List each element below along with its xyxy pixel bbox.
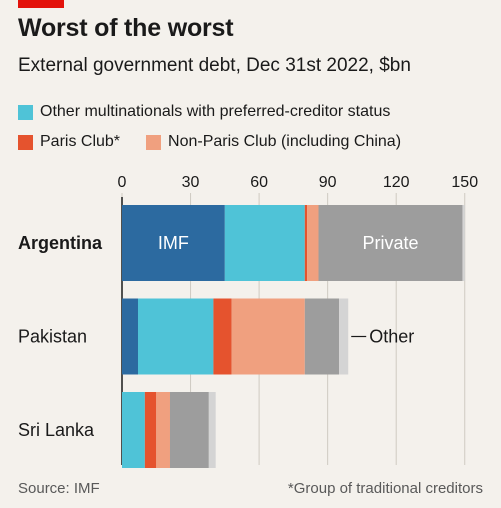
category-label-argentina: Argentina bbox=[18, 233, 103, 253]
bar-multinationals-sri-lanka bbox=[122, 392, 145, 468]
bar-private-pakistan bbox=[304, 298, 340, 375]
bar-other-argentina bbox=[462, 205, 465, 281]
legend-label-multinationals: Other multinationals with preferred-cred… bbox=[40, 103, 391, 120]
bar-imf-argentina bbox=[122, 205, 225, 281]
legend-row-2: Paris Club* Non-Paris Club (including Ch… bbox=[18, 133, 427, 151]
tick-label-60: 60 bbox=[250, 174, 268, 191]
bar-non_paris_club-pakistan bbox=[231, 298, 305, 375]
bar-paris_club-pakistan bbox=[213, 298, 232, 375]
bar-paris_club-argentina bbox=[304, 205, 308, 281]
imf-annotation: IMF bbox=[158, 233, 189, 253]
legend-item-paris-club: Paris Club* bbox=[18, 133, 120, 151]
bar-paris_club-sri-lanka bbox=[144, 392, 157, 468]
bar-non_paris_club-argentina bbox=[307, 205, 319, 281]
private-annotation: Private bbox=[362, 233, 418, 253]
bar-imf-pakistan bbox=[122, 298, 138, 375]
source-note: Source: IMF bbox=[18, 480, 100, 497]
legend-swatch-non-paris-club bbox=[146, 134, 162, 150]
category-label-pakistan: Pakistan bbox=[18, 327, 87, 347]
bar-non_paris_club-sri-lanka bbox=[156, 392, 170, 468]
tick-label-30: 30 bbox=[182, 174, 200, 191]
bar-private-argentina bbox=[318, 205, 463, 281]
legend-label-paris-club: Paris Club* bbox=[40, 133, 121, 150]
footnote: *Group of traditional creditors bbox=[287, 480, 483, 497]
bar-other-sri-lanka bbox=[208, 392, 216, 468]
bar-other-pakistan bbox=[339, 298, 349, 375]
bar-private-sri-lanka bbox=[169, 392, 209, 468]
legend-row-1: Other multinationals with preferred-cred… bbox=[18, 103, 416, 121]
chart-title: Worst of the worst bbox=[18, 14, 234, 42]
category-label-sri-lanka: Sri Lanka bbox=[18, 420, 95, 440]
bar-multinationals-argentina bbox=[224, 205, 305, 281]
bar-multinationals-pakistan bbox=[137, 298, 214, 375]
legend-item-multinationals: Other multinationals with preferred-cred… bbox=[18, 103, 390, 121]
tick-label-120: 120 bbox=[383, 174, 410, 191]
tick-label-90: 90 bbox=[319, 174, 337, 191]
chart-subtitle: External government debt, Dec 31st 2022,… bbox=[18, 55, 411, 76]
tick-label-0: 0 bbox=[118, 174, 127, 191]
legend-label-non-paris-club: Non-Paris Club (including China) bbox=[168, 133, 402, 150]
stacked-bar-chart: 0 30 60 90 120 150 Argentina Pakistan Sri Lanka I… bbox=[18, 174, 478, 468]
legend-swatch-multinationals bbox=[18, 104, 33, 120]
legend-item-non-paris-club: Non-Paris Club (including China) bbox=[146, 133, 401, 151]
legend-swatch-paris-club bbox=[18, 134, 33, 150]
other-annotation: Other bbox=[369, 327, 414, 347]
brand-tag bbox=[18, 0, 64, 8]
tick-label-150: 150 bbox=[451, 174, 478, 191]
